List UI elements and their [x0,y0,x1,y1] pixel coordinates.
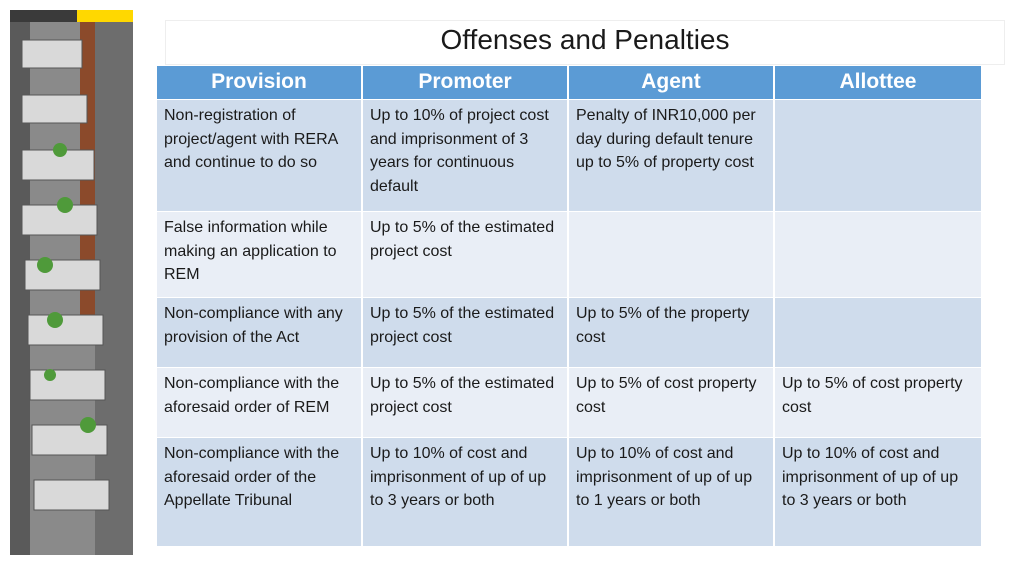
table-cell: Up to 5% of the estimated project cost [363,298,569,368]
table-row: Non-compliance with the aforesaid order … [157,438,981,547]
table-row: Non-registration of project/agent with R… [157,100,981,212]
table-cell: Up to 5% of cost property cost [569,368,775,438]
table-row: Non-compliance with the aforesaid order … [157,368,981,438]
table-cell [775,100,981,212]
penalty-table: Provision Promoter Agent Allottee Non-regist… [157,66,981,547]
table-cell [775,298,981,368]
slide-title: Offenses and Penalties [440,24,730,55]
table-cell: Up to 5% of the property cost [569,298,775,368]
column-header: Agent [569,66,775,100]
table-row: False information while making an applic… [157,212,981,298]
table-row: Non-compliance with any provision of the… [157,298,981,368]
table-cell: Up to 10% of project cost and imprisonme… [363,100,569,212]
table-cell: Non-compliance with the aforesaid order … [157,438,363,547]
table-cell: Up to 5% of cost property cost [775,368,981,438]
table-cell: Penalty of INR10,000 per day during defa… [569,100,775,212]
table-cell [569,212,775,298]
table-cell: Up to 10% of cost and imprisonment of up… [363,438,569,547]
table-cell: Non-registration of project/agent with R… [157,100,363,212]
title-box [165,20,1005,65]
table-cell: Up to 5% of the estimated project cost [363,368,569,438]
column-header: Allottee [775,66,981,100]
table-cell: Up to 10% of cost and imprisonment of up… [569,438,775,547]
column-header: Promoter [363,66,569,100]
header-row: Provision Promoter Agent Allottee [157,66,981,100]
table-cell: False information while making an applic… [157,212,363,298]
table-cell: Non-compliance with any provision of the… [157,298,363,368]
table-cell: Up to 5% of the estimated project cost [363,212,569,298]
table-cell: Up to 10% of cost and imprisonment of up… [775,438,981,547]
column-header: Provision [157,66,363,100]
building-image [10,10,133,555]
table-cell [775,212,981,298]
table-cell: Non-compliance with the aforesaid order … [157,368,363,438]
